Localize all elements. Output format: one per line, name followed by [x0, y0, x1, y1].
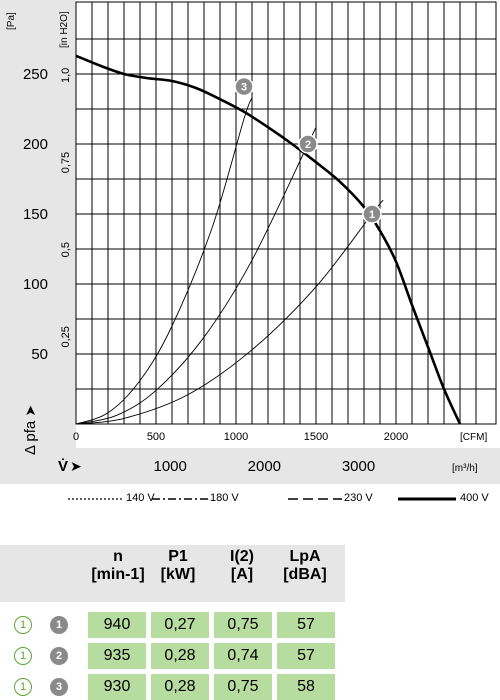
cell-n: 930 — [88, 674, 146, 700]
cell-p1: 0,27 — [151, 612, 209, 638]
table-row: 1 3 930 0,28 0,75 58 — [0, 674, 500, 700]
operating-point-badge: 1 — [50, 616, 68, 634]
y-tick-pa: 200 — [23, 136, 48, 153]
cell-i: 0,74 — [214, 643, 272, 669]
cell-lpa: 57 — [277, 612, 335, 638]
x-tick-cfm: 500 — [147, 431, 165, 443]
operating-point-1 — [362, 204, 382, 224]
y-tick-pa: 250 — [23, 66, 48, 83]
y-tick-inh2o: 0,5 — [60, 242, 72, 257]
x-tick-cfm: 1000 — [224, 431, 248, 443]
cell-n: 940 — [88, 612, 146, 638]
y-tick-inh2o: 0,25 — [60, 326, 72, 347]
header-n: n [min-1] — [88, 548, 148, 584]
x-tick-m3h: 1000 — [153, 458, 186, 475]
header-sub: [dBA] — [283, 566, 327, 583]
bottom-axis-panel — [0, 448, 500, 484]
header-main: n — [113, 548, 123, 565]
curve-number-badge: 1 — [14, 616, 32, 634]
legend-label: 400 V — [460, 492, 489, 504]
legend-label: 230 V — [344, 492, 373, 504]
table-row: 1 2 935 0,28 0,74 57 — [0, 643, 500, 669]
cell-lpa: 58 — [277, 674, 335, 700]
operating-point-label: 1 — [369, 209, 375, 221]
header-main: P1 — [168, 548, 188, 565]
operating-point-label: 3 — [241, 82, 247, 94]
cell-lpa: 57 — [277, 643, 335, 669]
cell-i: 0,75 — [214, 612, 272, 638]
operating-point-badge: 3 — [50, 678, 68, 696]
y-tick-inh2o: 0,75 — [60, 152, 72, 173]
legend-label: 180 V — [210, 492, 239, 504]
operating-point-3 — [234, 76, 254, 97]
cell-n: 935 — [88, 643, 146, 669]
left-axis-panel — [0, 0, 76, 484]
table-row: 1 1 940 0,27 0,75 57 — [0, 612, 500, 638]
x-tick-cfm: 2000 — [384, 431, 408, 443]
header-main: I(2) — [230, 548, 254, 565]
curve-number-badge: 1 — [14, 647, 32, 665]
x-tick-m3h: 3000 — [342, 458, 375, 475]
header-main: LpA — [289, 548, 321, 565]
fan-curve-400v — [76, 54, 462, 424]
x-unit-cfm: [CFM] — [460, 432, 487, 443]
x-tick-m3h: 2000 — [248, 458, 281, 475]
table-header-bg — [0, 545, 345, 602]
header-sub: [min-1] — [91, 566, 145, 583]
fan-chart: 1 2 3 250 200 150 100 50 1,0 0,75 0,5 0,25 0 500 1000 1… — [23, 1, 497, 475]
curve-number-badge: 1 — [14, 678, 32, 696]
legend-label: 140 V — [126, 492, 155, 504]
header-sub: [A] — [230, 566, 254, 583]
y-tick-pa: 50 — [31, 346, 48, 363]
x-tick-cfm: 1500 — [304, 431, 328, 443]
cell-p1: 0,28 — [151, 643, 209, 669]
x-axis-label: V̇ — [58, 458, 68, 475]
header-sub: [kW] — [160, 566, 196, 583]
header-lpa: LpA [dBA] — [275, 548, 335, 584]
y-tick-pa: 150 — [23, 206, 48, 223]
system-curve-3 — [76, 97, 253, 424]
y-tick-inh2o: 1,0 — [60, 68, 72, 83]
cell-p1: 0,28 — [151, 674, 209, 700]
x-axis-arrow-icon: ➤ — [70, 459, 82, 475]
header-p1: P1 [kW] — [148, 548, 208, 584]
x-unit-m3h: [m³/h] — [452, 463, 478, 474]
operating-point-2 — [298, 134, 318, 154]
legend: 140 V 180 V 230 V 400 V — [0, 490, 500, 506]
header-i: I(2) [A] — [212, 548, 272, 584]
operating-point-badge: 2 — [50, 647, 68, 665]
cell-i: 0,75 — [214, 674, 272, 700]
x-tick-cfm: 0 — [73, 431, 79, 443]
operating-point-label: 2 — [305, 139, 311, 151]
y-tick-pa: 100 — [23, 276, 48, 293]
